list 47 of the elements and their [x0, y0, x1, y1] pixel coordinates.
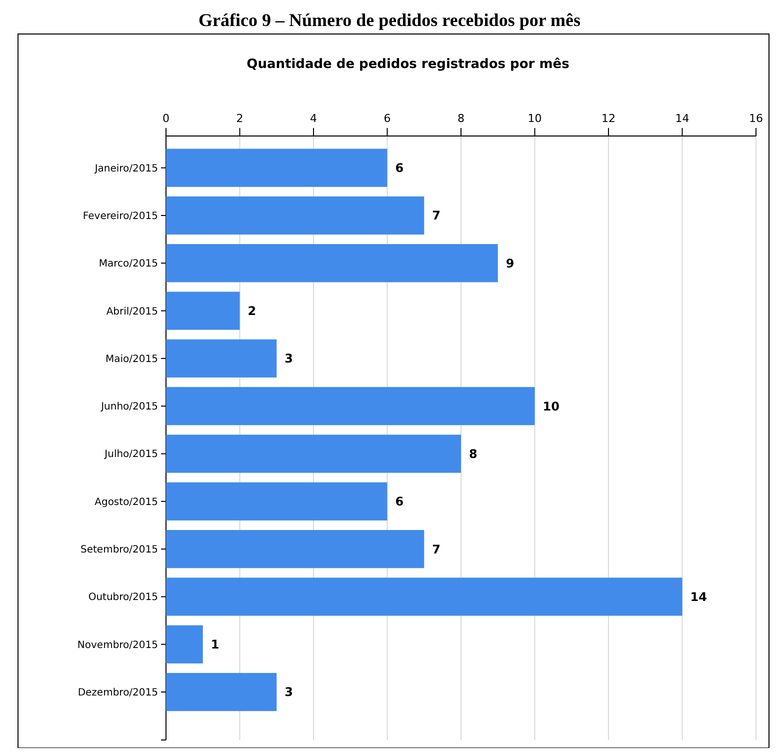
x-tick-label: 6	[384, 112, 391, 125]
data-label: 14	[690, 590, 707, 604]
data-label: 8	[469, 446, 478, 461]
bar	[166, 530, 424, 568]
x-tick-label: 2	[236, 112, 244, 125]
y-tick-label: Agosto/2015	[94, 496, 158, 508]
y-tick-label: Abril/2015	[106, 306, 158, 318]
y-tick-label: Outubro/2015	[88, 592, 158, 604]
bar	[166, 148, 388, 187]
data-label: 10	[542, 399, 560, 414]
data-label: 9	[506, 256, 514, 270]
bar	[166, 196, 424, 235]
bar	[166, 578, 682, 616]
x-tick-label: 14	[675, 112, 690, 125]
bar	[166, 244, 498, 282]
y-tick-label: Janeiro/2015	[94, 163, 158, 174]
data-label: 7	[432, 542, 440, 556]
x-tick-label: 0	[162, 112, 170, 125]
y-tick-label: Setembro/2015	[80, 544, 158, 556]
data-label: 6	[395, 494, 404, 509]
data-label: 3	[284, 685, 293, 700]
y-tick-label: Novembro/2015	[77, 640, 158, 651]
bar	[166, 387, 535, 426]
bar	[166, 672, 277, 712]
x-tick-label: 8	[458, 112, 464, 125]
y-tick-label: Julho/2015	[104, 449, 158, 460]
y-tick-label: Marco/2015	[98, 258, 158, 270]
x-tick-label: 12	[602, 112, 616, 125]
y-tick-label: Maio/2015	[106, 354, 158, 365]
bar	[166, 339, 277, 378]
y-tick-label: Dezembro/2015	[78, 688, 158, 699]
x-tick-label: 16	[749, 112, 763, 125]
chart-subtitle: Quantidade de pedidos registrados por mês	[246, 57, 570, 72]
y-tick-label: Junho/2015	[100, 402, 158, 413]
y-tick-label: Fevereiro/2015	[82, 210, 158, 222]
bar	[166, 292, 240, 330]
data-label: 2	[248, 304, 256, 318]
data-label: 1	[210, 638, 220, 652]
data-label: 7	[432, 208, 440, 223]
data-label: 3	[284, 352, 293, 366]
bar	[166, 625, 203, 664]
data-label: 6	[395, 161, 404, 176]
chart-title: Gráfico 9 – Número de pedidos recebidos por mês	[198, 10, 580, 30]
bar	[166, 482, 388, 520]
x-tick-label: 10	[528, 112, 542, 125]
x-tick-label: 4	[310, 112, 317, 125]
bar	[166, 434, 461, 473]
